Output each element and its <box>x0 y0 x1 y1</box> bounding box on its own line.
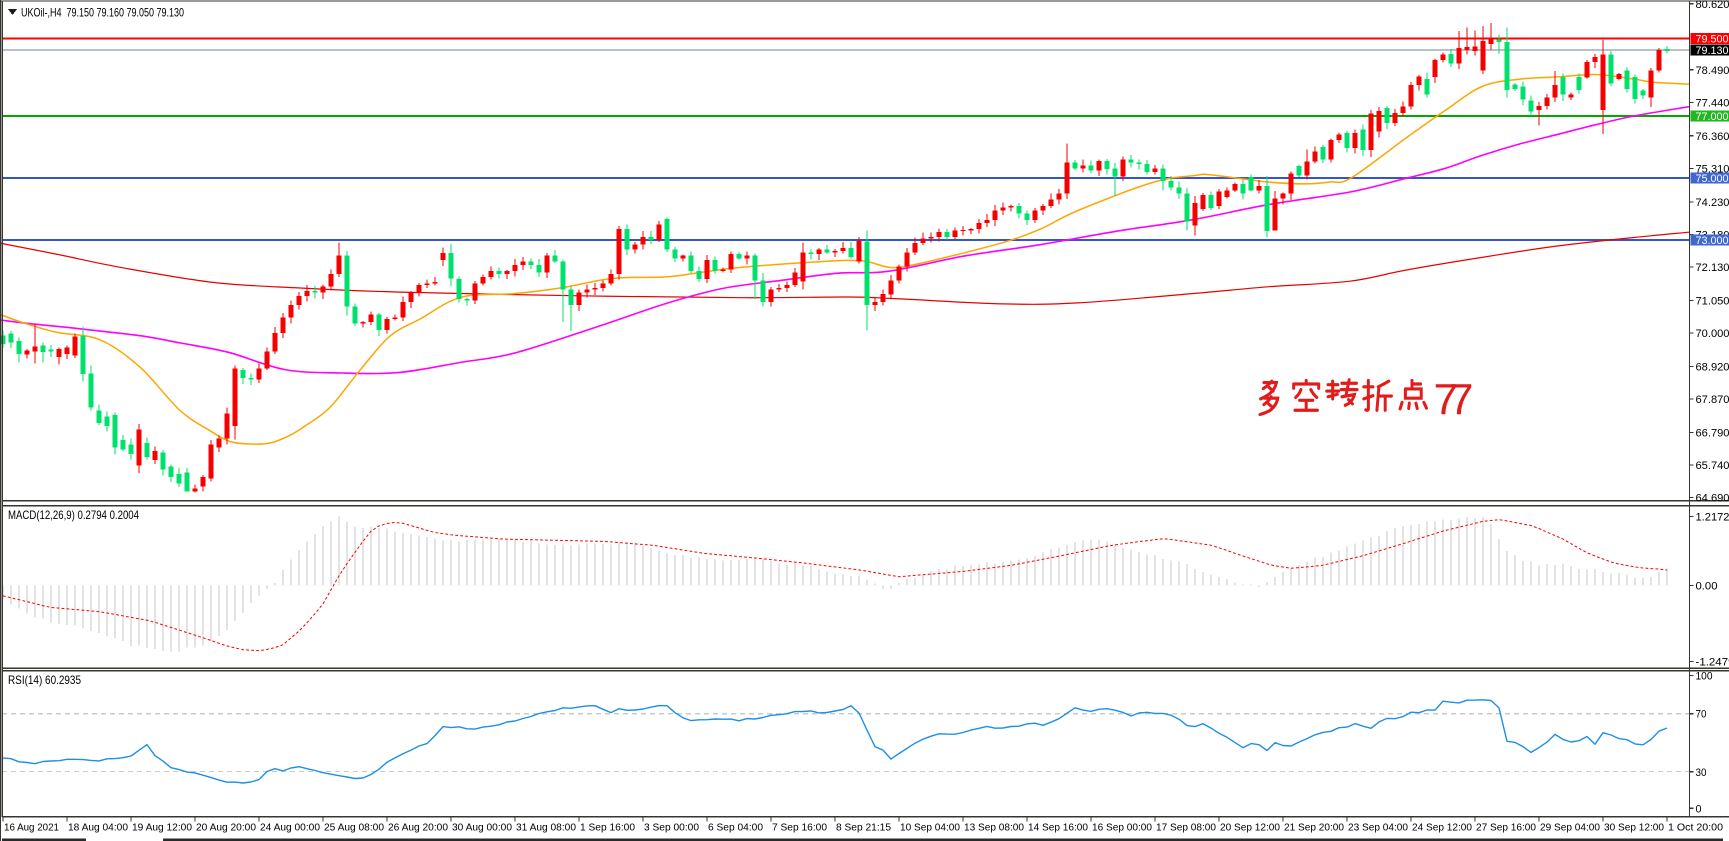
svg-text:30 Sep 12:00: 30 Sep 12:00 <box>1604 822 1664 834</box>
svg-text:16 Aug 2021: 16 Aug 2021 <box>4 822 59 834</box>
svg-text:-1.2479: -1.2479 <box>1696 657 1729 669</box>
svg-text:64.690: 64.690 <box>1696 493 1729 505</box>
svg-text:78.490: 78.490 <box>1696 65 1729 77</box>
svg-text:1 Oct 20:00: 1 Oct 20:00 <box>1668 822 1723 834</box>
svg-text:80.620: 80.620 <box>1696 0 1729 11</box>
svg-text:77: 77 <box>1434 376 1474 425</box>
svg-text:1.2172: 1.2172 <box>1696 512 1729 524</box>
svg-text:20 Aug 20:00: 20 Aug 20:00 <box>196 822 256 834</box>
svg-text:74.230: 74.230 <box>1696 197 1729 209</box>
svg-text:RSI(14) 60.2935: RSI(14) 60.2935 <box>8 673 81 687</box>
svg-text:30 Aug 00:00: 30 Aug 00:00 <box>452 822 512 834</box>
svg-text:71.050: 71.050 <box>1696 296 1729 308</box>
svg-text:13 Sep 08:00: 13 Sep 08:00 <box>964 822 1024 834</box>
svg-text:79.130: 79.130 <box>1696 45 1729 57</box>
svg-text:14 Sep 16:00: 14 Sep 16:00 <box>1028 822 1088 834</box>
svg-text:10 Sep 04:00: 10 Sep 04:00 <box>900 822 960 834</box>
svg-text:3 Sep 00:00: 3 Sep 00:00 <box>644 822 699 834</box>
svg-text:66.790: 66.790 <box>1696 428 1729 440</box>
svg-text:UKOil-,H4 79.150 79.160 79.05: UKOil-,H4 79.150 79.160 79.050 79.130 <box>21 6 184 20</box>
svg-text:29 Sep 04:00: 29 Sep 04:00 <box>1540 822 1600 834</box>
svg-text:68.920: 68.920 <box>1696 362 1729 374</box>
svg-text:31 Aug 08:00: 31 Aug 08:00 <box>516 822 576 834</box>
svg-text:23 Sep 04:00: 23 Sep 04:00 <box>1348 822 1408 834</box>
svg-text:16 Sep 00:00: 16 Sep 00:00 <box>1092 822 1152 834</box>
svg-text:20 Sep 12:00: 20 Sep 12:00 <box>1220 822 1280 834</box>
svg-text:26 Aug 20:00: 26 Aug 20:00 <box>388 822 448 834</box>
svg-text:6 Sep 04:00: 6 Sep 04:00 <box>708 822 763 834</box>
svg-text:79.500: 79.500 <box>1696 34 1729 46</box>
svg-text:70: 70 <box>1696 709 1707 721</box>
svg-text:8 Sep 21:15: 8 Sep 21:15 <box>836 822 891 834</box>
svg-text:67.870: 67.870 <box>1696 394 1729 406</box>
svg-text:75.000: 75.000 <box>1696 173 1729 185</box>
svg-text:MACD(12,26,9) 0.2794 0.2004: MACD(12,26,9) 0.2794 0.2004 <box>8 508 139 522</box>
svg-text:30: 30 <box>1696 767 1707 779</box>
svg-text:27 Sep 16:00: 27 Sep 16:00 <box>1476 822 1536 834</box>
svg-text:77.440: 77.440 <box>1696 97 1729 109</box>
svg-text:65.740: 65.740 <box>1696 460 1729 472</box>
svg-text:24 Sep 12:00: 24 Sep 12:00 <box>1412 822 1472 834</box>
svg-text:72.130: 72.130 <box>1696 262 1729 274</box>
svg-text:0: 0 <box>1696 803 1702 815</box>
svg-text:25 Aug 08:00: 25 Aug 08:00 <box>324 822 384 834</box>
svg-text:21 Sep 20:00: 21 Sep 20:00 <box>1284 822 1344 834</box>
svg-text:7 Sep 16:00: 7 Sep 16:00 <box>772 822 827 834</box>
svg-text:24 Aug 00:00: 24 Aug 00:00 <box>260 822 320 834</box>
svg-text:19 Aug 12:00: 19 Aug 12:00 <box>132 822 192 834</box>
svg-text:18 Aug 04:00: 18 Aug 04:00 <box>68 822 128 834</box>
svg-text:1 Sep 16:00: 1 Sep 16:00 <box>580 822 635 834</box>
svg-text:76.360: 76.360 <box>1696 131 1729 143</box>
svg-text:75.310: 75.310 <box>1696 163 1729 175</box>
svg-text:77.000: 77.000 <box>1696 111 1729 123</box>
svg-text:73.000: 73.000 <box>1696 235 1729 247</box>
svg-text:70.000: 70.000 <box>1696 328 1729 340</box>
svg-text:17 Sep 08:00: 17 Sep 08:00 <box>1156 822 1216 834</box>
svg-text:0.00: 0.00 <box>1696 580 1718 592</box>
svg-text:100: 100 <box>1696 671 1713 683</box>
